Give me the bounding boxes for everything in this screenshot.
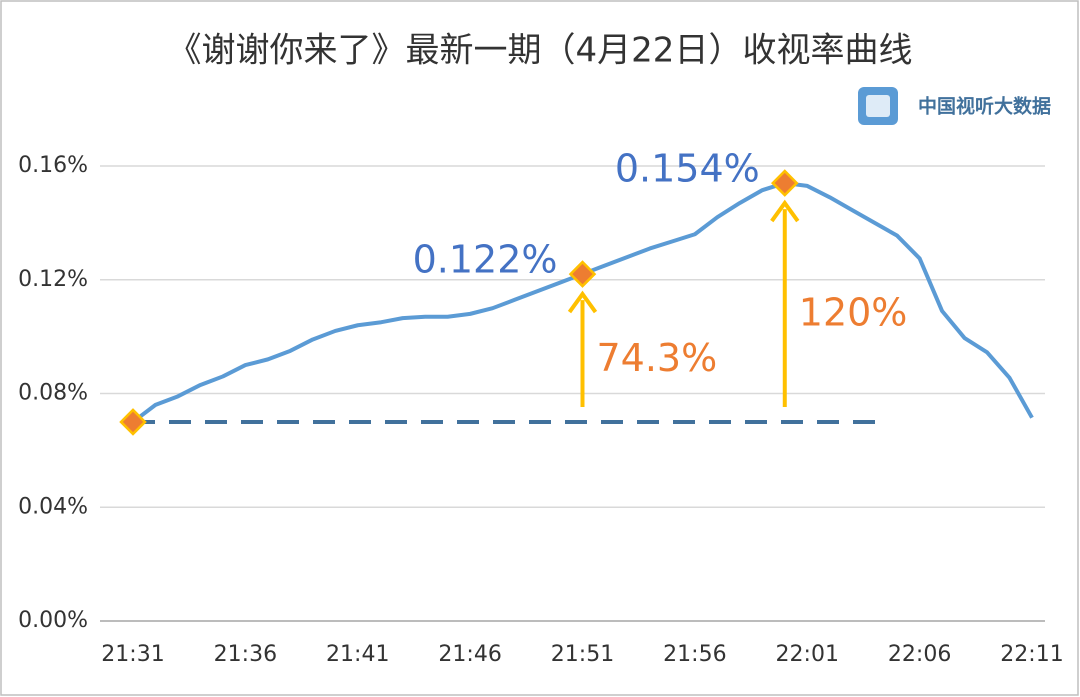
x-tick-label: 21:46 — [438, 642, 501, 667]
logo-icon — [858, 87, 898, 125]
y-tick-label: 0.00% — [18, 608, 88, 633]
value-label: 0.154% — [615, 147, 760, 191]
arrow-head — [567, 290, 598, 314]
y-tick-label: 0.04% — [18, 494, 88, 519]
y-tick-label: 0.12% — [18, 267, 88, 292]
value-label: 0.122% — [413, 238, 558, 282]
logo-text: 中国视听大数据 — [918, 95, 1051, 118]
growth-label: 74.3% — [597, 336, 718, 380]
x-tick-label: 21:36 — [214, 642, 277, 667]
x-tick-label: 22:06 — [888, 642, 951, 667]
y-tick-label: 0.08% — [18, 381, 88, 406]
x-tick-label: 21:31 — [101, 642, 164, 667]
growth-label: 120% — [799, 291, 908, 335]
x-tick-label: 22:01 — [776, 642, 839, 667]
x-tick-label: 22:11 — [1000, 642, 1063, 667]
x-tick-label: 21:41 — [326, 642, 389, 667]
arrow-head — [770, 199, 800, 223]
chart-title: 《谢谢你来了》最新一期（4月22日）收视率曲线 — [168, 31, 913, 71]
y-tick-label: 0.16% — [18, 153, 88, 178]
x-tick-label: 21:51 — [551, 642, 614, 667]
point-marker — [771, 169, 799, 197]
point-marker — [568, 260, 597, 288]
point-marker — [119, 408, 147, 436]
x-tick-label: 21:56 — [663, 642, 726, 667]
